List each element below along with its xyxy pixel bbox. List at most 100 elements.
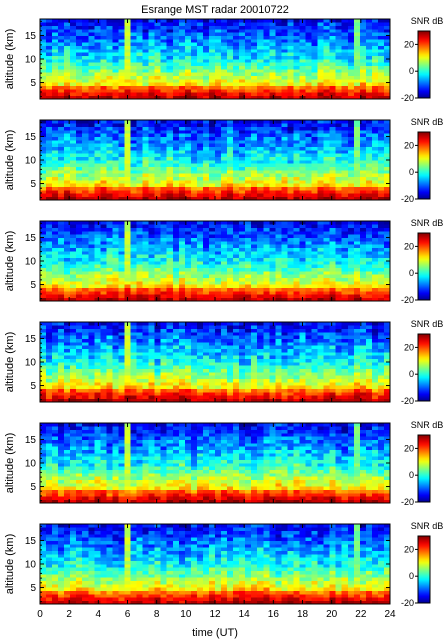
heatmap-cell [353,22,361,27]
heatmap-cell [371,247,379,252]
heatmap-cell [251,267,258,272]
heatmap-cell [166,19,174,23]
heatmap-cell [347,193,355,198]
heatmap-cell [371,140,379,144]
heatmap-cell [178,297,186,302]
heatmap-cell [118,392,125,396]
heatmap-cell [287,267,294,272]
heatmap-cell [275,173,282,178]
heatmap-cell [100,388,107,393]
heatmap-cell [70,274,77,279]
heatmap-cell [160,22,168,27]
heatmap-cell [299,224,306,229]
heatmap-cell [371,166,379,171]
heatmap-cell [58,62,65,67]
heatmap-cell [365,146,373,151]
heatmap-cell [88,227,95,232]
heatmap-cell [215,287,222,292]
heatmap-cell [371,49,379,53]
heatmap-cell [172,133,180,138]
heatmap-cell [341,244,349,249]
heatmap-cell [341,153,349,158]
heatmap-cell [323,251,331,255]
heatmap-cell [118,291,125,295]
heatmap-cell [377,39,385,43]
heatmap-cell [178,358,186,363]
heatmap-cell [341,126,349,131]
heatmap-cell [287,42,294,47]
heatmap-cell [305,244,312,249]
heatmap-cell [233,264,240,269]
heatmap-cell [190,325,198,330]
heatmap-cell [257,82,264,87]
heatmap-cell [40,254,47,259]
heatmap-cell [148,32,156,37]
heatmap-cell [245,237,252,242]
heatmap-cell [377,89,385,93]
heatmap-cell [118,257,125,262]
heatmap-cell [52,352,59,356]
heatmap-cell [299,180,306,184]
heatmap-cell [251,156,258,161]
heatmap-cell [377,234,385,239]
heatmap-cell [287,52,294,57]
heatmap-cell [275,297,282,302]
heatmap-cell [112,29,119,33]
heatmap-cell [323,49,331,53]
heatmap-cell [353,271,361,275]
heatmap-cell [160,176,168,181]
heatmap-cell [184,287,192,292]
heatmap-cell [233,72,240,77]
heatmap-cell [166,92,174,97]
heatmap-cell [377,82,385,87]
heatmap-cell [154,297,162,302]
heatmap-cell [76,22,83,27]
heatmap-cell [46,25,53,30]
heatmap-cell [365,85,373,90]
heatmap-cell [184,388,192,393]
heatmap-cell [106,251,113,255]
heatmap-cell [40,123,47,128]
heatmap-cell [341,25,349,30]
heatmap-cell [371,251,379,255]
heatmap-cell [377,92,385,97]
heatmap-cell [106,180,113,184]
heatmap-cell [160,133,168,138]
heatmap-cell [383,237,391,242]
heatmap-cell [184,45,192,50]
heatmap-cell [94,348,101,353]
heatmap-cell [106,345,113,350]
heatmap-cell [40,267,47,272]
heatmap-cell [46,150,53,154]
heatmap-cell [311,65,318,70]
heatmap-cell [269,287,276,292]
heatmap-cell [281,39,288,43]
heatmap-cell [190,378,198,383]
heatmap-cell [118,82,125,87]
heatmap-cell [118,22,125,27]
heatmap-cell [118,120,125,124]
heatmap-cell [178,22,186,27]
heatmap-cell [178,267,186,272]
heatmap-cell [221,193,228,198]
heatmap-cell [136,352,143,356]
heatmap-cell [263,156,270,161]
heatmap-cell [88,123,95,128]
heatmap-cell [52,271,59,275]
heatmap-cell [76,274,83,279]
heatmap-cell [208,150,216,154]
heatmap-cell [317,59,325,63]
heatmap-cell [221,42,228,47]
heatmap-cell [70,287,77,292]
heatmap-cell [154,123,162,128]
heatmap-cell [124,277,131,282]
heatmap-cell [317,65,325,70]
heatmap-cell [329,52,337,57]
heatmap-cell [215,82,222,87]
heatmap-cell [190,19,198,23]
heatmap-cell [94,382,101,386]
heatmap-cell [172,69,180,73]
heatmap-cell [148,95,156,100]
heatmap-cell [88,382,95,386]
